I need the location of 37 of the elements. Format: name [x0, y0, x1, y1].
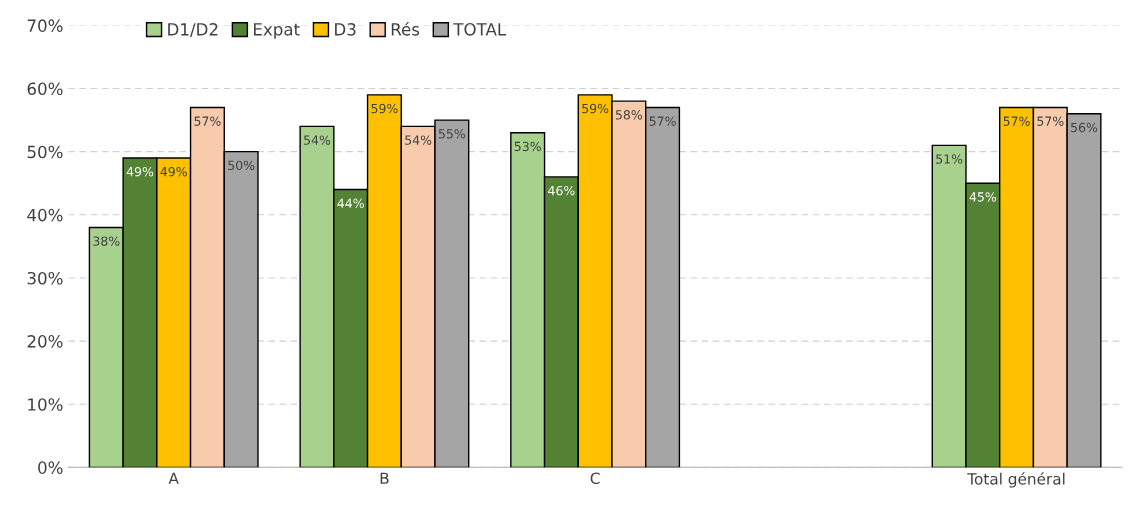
data-label: 49% — [126, 166, 154, 177]
data-label: 50% — [228, 160, 255, 171]
y-tick-label: 50% — [27, 145, 63, 159]
data-label: 57% — [1003, 116, 1030, 126]
x-tick-label: C — [590, 472, 600, 485]
data-label: 58% — [615, 110, 643, 120]
y-tick-label: 0% — [38, 461, 63, 474]
y-tick-label: 20% — [27, 335, 63, 348]
data-label: 45% — [969, 192, 997, 202]
x-tick-label: A — [168, 472, 179, 484]
x-tick-label: B — [380, 472, 389, 484]
y-tick-label: 70% — [27, 19, 63, 32]
data-label: 57% — [1037, 116, 1064, 126]
y-tick-label: 10% — [28, 398, 63, 411]
data-label: 54% — [304, 135, 331, 145]
data-label: 49% — [160, 166, 187, 177]
legend-label: Rés — [391, 22, 420, 36]
data-label: 59% — [582, 103, 609, 114]
y-tick-label: 30% — [27, 271, 63, 285]
legend-label: Expat — [254, 23, 300, 39]
legend-label: D3 — [335, 23, 356, 36]
data-label: 38% — [93, 236, 120, 246]
legend-label: TOTAL — [453, 23, 507, 36]
data-label: 44% — [337, 198, 364, 208]
data-label: 46% — [548, 185, 575, 196]
data-label: 54% — [405, 135, 432, 145]
y-tick-label: 60% — [27, 82, 63, 96]
data-label: 56% — [1071, 122, 1098, 133]
data-label: 53% — [514, 141, 541, 152]
data-label: 59% — [371, 103, 398, 114]
data-label: 55% — [438, 129, 466, 139]
x-tick-label: Total général — [967, 472, 1065, 488]
data-label: 51% — [936, 154, 963, 164]
data-label: 57% — [194, 116, 221, 126]
legend-label: D1/D2 — [168, 23, 218, 37]
data-label: 57% — [649, 116, 676, 126]
y-tick-label: 40% — [27, 208, 63, 222]
